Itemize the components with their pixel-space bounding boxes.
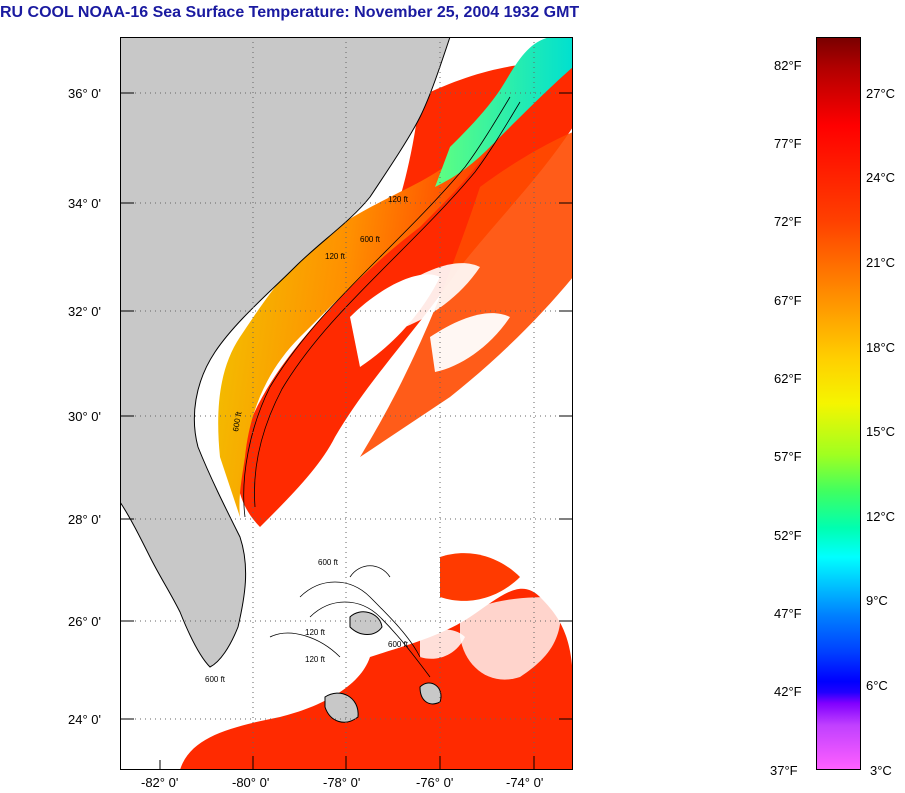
land-mass [120,37,451,668]
lat-label-26: 26° 0' [68,614,101,629]
lon-label-82: -82° 0' [141,775,179,790]
contour-label: 120 ft [388,195,409,204]
colorbar-f-label: 77°F [774,136,802,151]
lon-label-78: -78° 0' [323,775,361,790]
bahamas-region [180,553,573,770]
colorbar-f-label: 37°F [770,763,798,778]
colorbar-f-label: 67°F [774,293,802,308]
lat-label-34: 34° 0' [68,196,101,211]
coastal-waters [218,37,573,517]
contour-label: 600 ft [205,675,226,684]
colorbar-c-label: 27°C [866,86,896,101]
contour-label: 120 ft [305,628,326,637]
colorbar-c-label: 24°C [866,170,896,185]
colorbar-f-label: 72°F [774,214,802,229]
sst-map[interactable]: 120 ft 600 ft 120 ft 600 ft 600 ft 120 f… [120,37,573,770]
colorbar-c-label: 9°C [866,593,888,608]
bathymetry-contours [243,96,521,678]
lon-label-74: -74° 0' [506,775,544,790]
map-title: RU COOL NOAA-16 Sea Surface Temperature:… [0,4,580,21]
colorbar-f-label: 62°F [774,371,802,386]
axis-ticks [120,92,573,770]
lon-label-76: -76° 0' [416,775,454,790]
longitude-gridlines [120,37,535,770]
colorbar-c-label: 21°C [866,255,896,270]
bahamas-islands [324,692,359,723]
latitude-gridlines [120,92,573,720]
contour-label: 600 ft [388,640,409,649]
lat-label-24: 24° 0' [68,712,101,727]
temperature-colorbar [816,37,861,770]
lat-label-36: 36° 0' [68,86,101,101]
map-border [120,37,573,770]
contour-label: 600 ft [231,410,243,432]
colorbar-f-label: 47°F [774,606,802,621]
colorbar-f-label: 52°F [774,528,802,543]
colorbar-c-label: 3°C [870,763,892,778]
contour-label: 120 ft [325,252,346,261]
contour-label: 600 ft [360,235,381,244]
contour-label: 600 ft [318,558,339,567]
colorbar-c-label: 18°C [866,340,896,355]
colorbar-f-label: 42°F [774,684,802,699]
colorbar-c-label: 15°C [866,424,896,439]
lat-label-30: 30° 0' [68,409,101,424]
lat-label-28: 28° 0' [68,512,101,527]
contour-label: 120 ft [305,655,326,664]
lat-label-32: 32° 0' [68,304,101,319]
gulf-stream-region [237,63,573,527]
colorbar-c-label: 12°C [866,509,896,524]
colorbar-f-label: 82°F [774,58,802,73]
colorbar-f-label: 57°F [774,449,802,464]
colorbar-c-label: 6°C [866,678,888,693]
bahamas-islands [349,611,383,635]
lon-label-80: -80° 0' [232,775,270,790]
